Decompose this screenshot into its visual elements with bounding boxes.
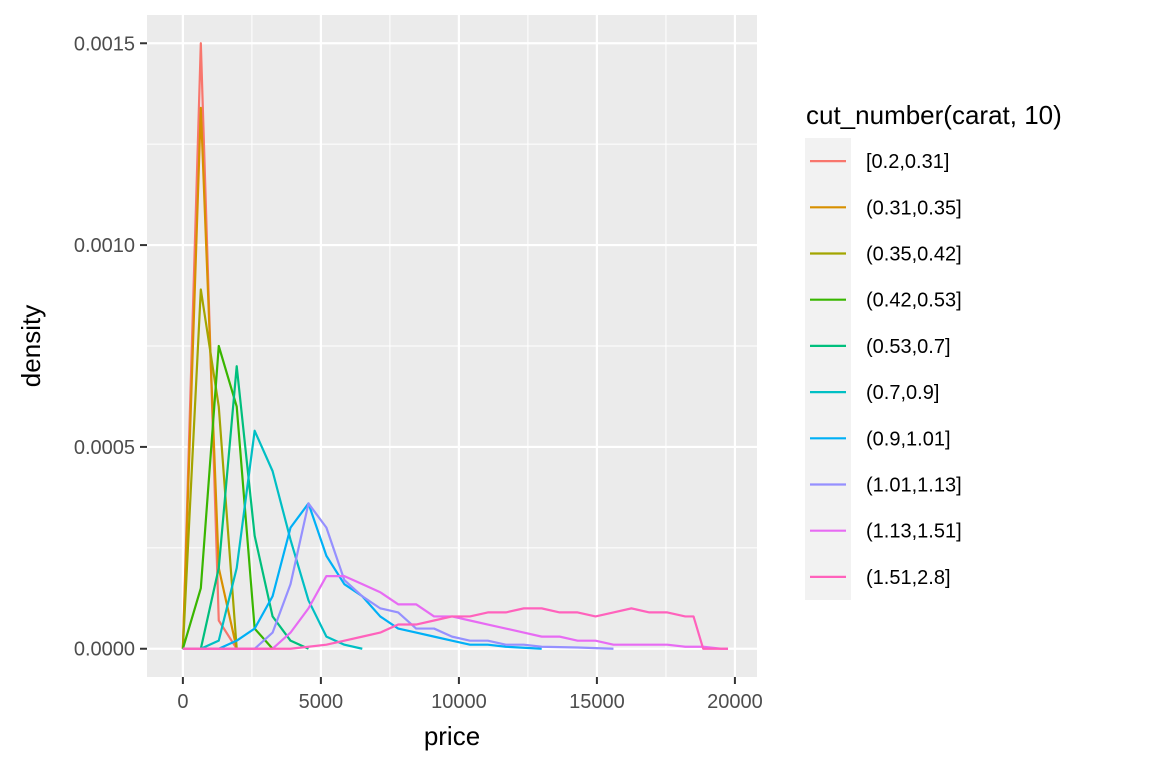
legend-title: cut_number(carat, 10)	[806, 100, 1062, 130]
series-line-6	[182, 429, 363, 650]
series-line-8	[182, 502, 614, 650]
x-tick-label: 5000	[299, 691, 344, 713]
legend-label: (1.01,1.13]	[866, 475, 962, 497]
legend: cut_number(carat, 10) [0.2,0.31] (0.31,0.…	[805, 100, 1062, 600]
legend-items: [0.2,0.31] (0.31,0.35] (0.35,0.42] (0.42,0.…	[810, 151, 962, 589]
y-tick-label: 0.0010	[74, 235, 135, 257]
minor-gridlines	[147, 15, 757, 677]
y-axis-title: density	[16, 305, 46, 387]
legend-label: (0.42,0.53]	[866, 290, 962, 312]
series-lines	[181, 42, 729, 650]
legend-key-background	[805, 138, 851, 600]
legend-label: (0.53,0.7]	[866, 336, 951, 358]
x-tick-label: 10000	[431, 691, 487, 713]
series-line-3	[181, 288, 238, 649]
x-tick-label: 0	[177, 691, 188, 713]
legend-label: (0.31,0.35]	[866, 197, 962, 219]
x-tick-label: 15000	[569, 691, 625, 713]
y-tick-label: 0.0000	[74, 639, 135, 661]
legend-label: (0.7,0.9]	[866, 382, 939, 404]
major-gridlines	[147, 15, 757, 677]
series-line-10	[182, 607, 729, 650]
series-line-9	[182, 574, 729, 650]
legend-label: (1.13,1.51]	[866, 521, 962, 543]
y-tick-label: 0.0015	[74, 33, 135, 55]
legend-label: (0.35,0.42]	[866, 244, 962, 266]
legend-label: [0.2,0.31]	[866, 151, 949, 173]
x-tick-label: 20000	[707, 691, 763, 713]
legend-label: (0.9,1.01]	[866, 428, 951, 450]
y-axis: 0.0000 0.0005 0.0010 0.0015	[74, 33, 147, 661]
x-axis: 0 5000 10000 15000 20000	[177, 677, 763, 713]
y-tick-label: 0.0005	[74, 437, 135, 459]
series-line-4	[181, 344, 274, 650]
legend-label: (1.51,2.8]	[866, 567, 951, 589]
x-axis-title: price	[424, 721, 480, 751]
